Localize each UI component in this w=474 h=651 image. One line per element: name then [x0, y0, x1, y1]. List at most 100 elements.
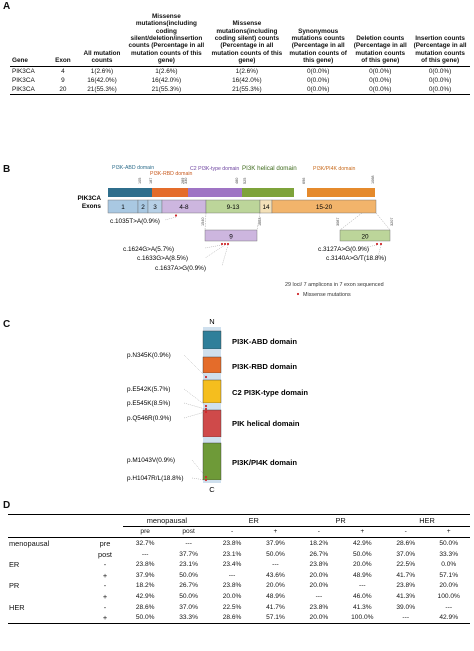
table-row: + 42.9% 50.0% 20.0% 48.9% --- 46.0% 41.3% 100.0…	[8, 591, 470, 602]
connector-line	[204, 244, 226, 259]
position-label: 480	[235, 178, 239, 184]
cell: 39.0%	[396, 603, 416, 611]
cell: 33.3%	[439, 550, 459, 558]
row-group-label	[8, 612, 87, 623]
exon-label: 14	[262, 204, 270, 211]
position-label: 105	[138, 178, 142, 184]
connector-line	[361, 244, 378, 249]
helical-domain-block	[202, 409, 222, 438]
mutation-label: c.1035T>A(0.9%)	[110, 218, 160, 225]
row-group-label	[8, 549, 87, 560]
row-group-label: HER	[9, 602, 25, 612]
cell: ---	[185, 539, 192, 547]
group-header-row: menopausal ER PR HER	[8, 514, 470, 527]
exon20-end: 3207	[390, 218, 394, 226]
domain-bar-helical	[242, 188, 294, 197]
connector-line	[221, 244, 229, 267]
cell: ---	[141, 550, 149, 558]
panel-c-letter: C	[3, 319, 11, 330]
cell: 0.0%	[441, 561, 457, 569]
cell: 1(2.6%)	[155, 67, 178, 75]
mutation-dot	[223, 242, 227, 246]
cell: 4	[61, 67, 65, 75]
mutation-dot	[204, 475, 208, 479]
row-sub-label: +	[102, 591, 108, 601]
mutation-dot	[204, 410, 208, 414]
sub-header: -	[317, 528, 320, 536]
cell: 37.0%	[179, 603, 198, 611]
domain-name: PI3K-RBD domain	[232, 362, 297, 371]
exon-label: 3	[153, 204, 157, 211]
exon-label: 15-20	[316, 204, 333, 211]
mutation-dot	[204, 404, 208, 408]
row-sub-label: pre	[99, 538, 111, 548]
table-row: PIK3CA 20 21(55.3%) 21(55.3%) 21(55.3%) 0(0.0…	[10, 85, 470, 95]
group-header-er: ER	[210, 514, 298, 527]
cell: 0(0.0%)	[306, 76, 330, 84]
cell: 0(0.0%)	[306, 85, 330, 93]
position-label: 1068	[371, 176, 375, 184]
protein-mutation-label: p.N345K(0.9%)	[127, 352, 171, 359]
linker-segment	[203, 437, 221, 443]
exon9-label: 9	[229, 234, 233, 241]
protein-domain-diagram: N C PI3K-ABD domain PI3K-RBD domain C2 P…	[127, 317, 308, 494]
sub-header: post	[182, 528, 195, 536]
cell: 23.8%	[222, 539, 242, 547]
protein-mutation-label: p.M1043V(0.9%)	[127, 457, 175, 464]
linker-segment	[203, 373, 221, 380]
domain-bar-rbd	[152, 188, 188, 197]
group-header-her: HER	[384, 514, 470, 527]
row-sub-label: -	[103, 560, 107, 570]
cell: 21(55.3%)	[87, 85, 117, 93]
cell: 23.4%	[222, 561, 242, 569]
table-row: menopausal pre 32.7% --- 23.8% 37.9% 18.2% 42…	[8, 538, 470, 549]
protein-mutation-label: p.Q546R(0.9%)	[127, 415, 171, 422]
mutation-dot	[226, 242, 230, 246]
connector-line	[183, 388, 206, 406]
linker-segment	[203, 403, 221, 410]
cell: 18.2%	[309, 539, 329, 547]
cell: 18.2%	[135, 582, 155, 590]
cell: 22.5%	[396, 561, 416, 569]
c2-domain-block	[202, 379, 222, 404]
cell: 20.0%	[352, 561, 372, 569]
group-header-pr: PR	[297, 514, 385, 527]
cell: 26.7%	[309, 550, 329, 558]
row-group-label: menopausal	[9, 538, 50, 548]
cell: 23.8%	[135, 561, 155, 569]
row-sub-label: -	[103, 581, 107, 591]
exons-label: Exons	[82, 203, 102, 210]
panel-d-letter: D	[3, 500, 11, 511]
cell: 20.0%	[309, 614, 329, 622]
header-synonymous: Synonymous mutations counts (Percentage …	[289, 27, 347, 65]
sub-header: pre	[140, 528, 150, 536]
cell: 32.7%	[135, 539, 155, 547]
sub-header-row: pre post - + - + - +	[8, 526, 470, 538]
cell: ---	[228, 571, 236, 579]
exon9-block	[204, 229, 258, 242]
cell: 57.1%	[439, 571, 459, 579]
connector-line	[191, 459, 206, 477]
cell: PIK3CA	[12, 67, 35, 75]
connector-line	[183, 411, 206, 419]
cell: 21(55.3%)	[151, 85, 182, 93]
cell: 48.9%	[266, 592, 285, 600]
cell: 0(0.0%)	[369, 67, 392, 75]
gene-structure-diagram: PI3K-ABD domain PI3K-RBD domain C2 PI3K-…	[78, 165, 394, 298]
cell: 43.6%	[266, 571, 285, 579]
row-sub-label: post	[98, 549, 112, 559]
sub-header: +	[446, 528, 451, 536]
cell: 0(0.0%)	[428, 85, 452, 93]
row-group-label: ER	[9, 560, 20, 570]
domain-label-abd: PI3K-ABD domain	[112, 165, 154, 171]
mutation-label: c.1624G>A(5.7%)	[123, 246, 174, 253]
cell: 1(2.6%)	[235, 67, 259, 75]
gene-label: PIK3CA	[78, 195, 102, 202]
exon-label: 1	[121, 204, 125, 211]
header-exon: Exon	[55, 57, 71, 65]
correlation-table: menopausal ER PR HER pre post - + - + - …	[8, 514, 470, 624]
cell: ---	[402, 614, 410, 622]
table-row: PIK3CA 4 1(2.6%) 1(2.6%) 1(2.6%) 0(0.0%) 0(0.0…	[10, 66, 470, 76]
cell: 28.6%	[135, 603, 155, 611]
protein-mutation-label: p.H1047R/L(18.8%)	[127, 475, 183, 482]
